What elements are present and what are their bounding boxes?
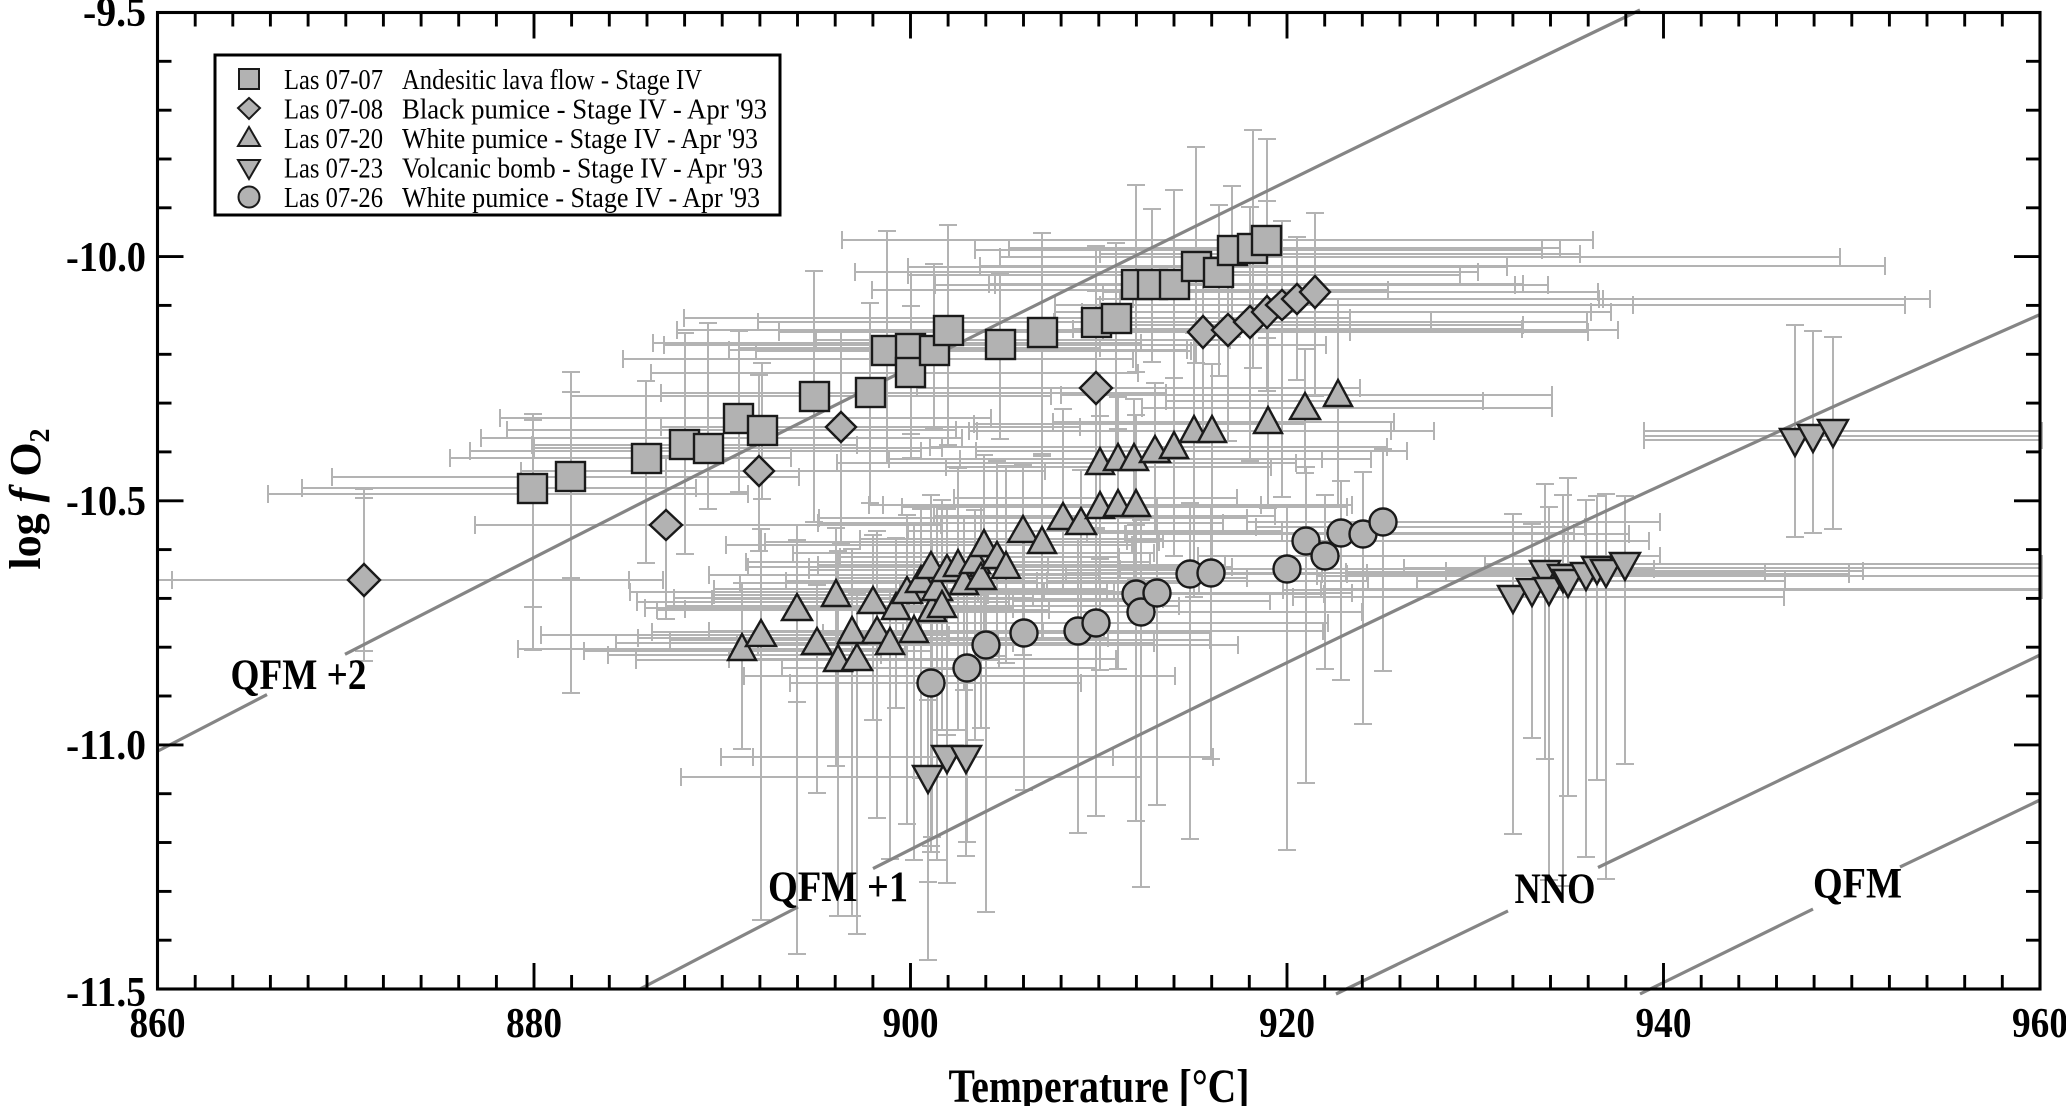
svg-text:-10.5: -10.5 — [66, 479, 146, 525]
svg-text:960: 960 — [2012, 1001, 2066, 1047]
svg-text:Las 07-23: Las 07-23 — [284, 153, 383, 185]
svg-text:-11.0: -11.0 — [66, 723, 146, 769]
svg-text:880: 880 — [506, 1001, 562, 1047]
svg-text:Volcanic bomb - Stage IV - Apr: Volcanic bomb - Stage IV - Apr '93 — [402, 153, 763, 185]
svg-text:log f O2: log f O2 — [1, 428, 56, 569]
svg-text:Las 07-26: Las 07-26 — [284, 182, 383, 214]
svg-text:Temperature [°C]: Temperature [°C] — [949, 1060, 1250, 1106]
svg-text:QFM +2: QFM +2 — [231, 652, 367, 699]
svg-text:Las 07-07: Las 07-07 — [284, 64, 383, 96]
svg-text:Las 07-08: Las 07-08 — [284, 94, 383, 126]
svg-text:900: 900 — [883, 1001, 939, 1047]
svg-text:860: 860 — [130, 1001, 186, 1047]
svg-text:QFM +1: QFM +1 — [768, 864, 908, 911]
svg-text:Andesitic lava flow - Stage IV: Andesitic lava flow - Stage IV — [402, 64, 702, 96]
svg-text:920: 920 — [1259, 1001, 1315, 1047]
svg-text:White pumice - Stage IV - Apr: White pumice - Stage IV - Apr '93 — [402, 182, 760, 214]
svg-text:NNO: NNO — [1515, 866, 1596, 913]
svg-text:-11.5: -11.5 — [66, 970, 146, 1016]
svg-text:Black pumice - Stage IV - Apr: Black pumice - Stage IV - Apr '93 — [402, 94, 767, 126]
svg-text:-10.0: -10.0 — [66, 235, 146, 281]
svg-text:Las 07-20: Las 07-20 — [284, 123, 383, 155]
svg-text:White pumice - Stage IV - Apr: White pumice - Stage IV - Apr '93 — [402, 123, 758, 155]
svg-text:940: 940 — [1636, 1001, 1692, 1047]
svg-text:QFM: QFM — [1813, 861, 1902, 908]
svg-text:-9.5: -9.5 — [83, 0, 146, 36]
